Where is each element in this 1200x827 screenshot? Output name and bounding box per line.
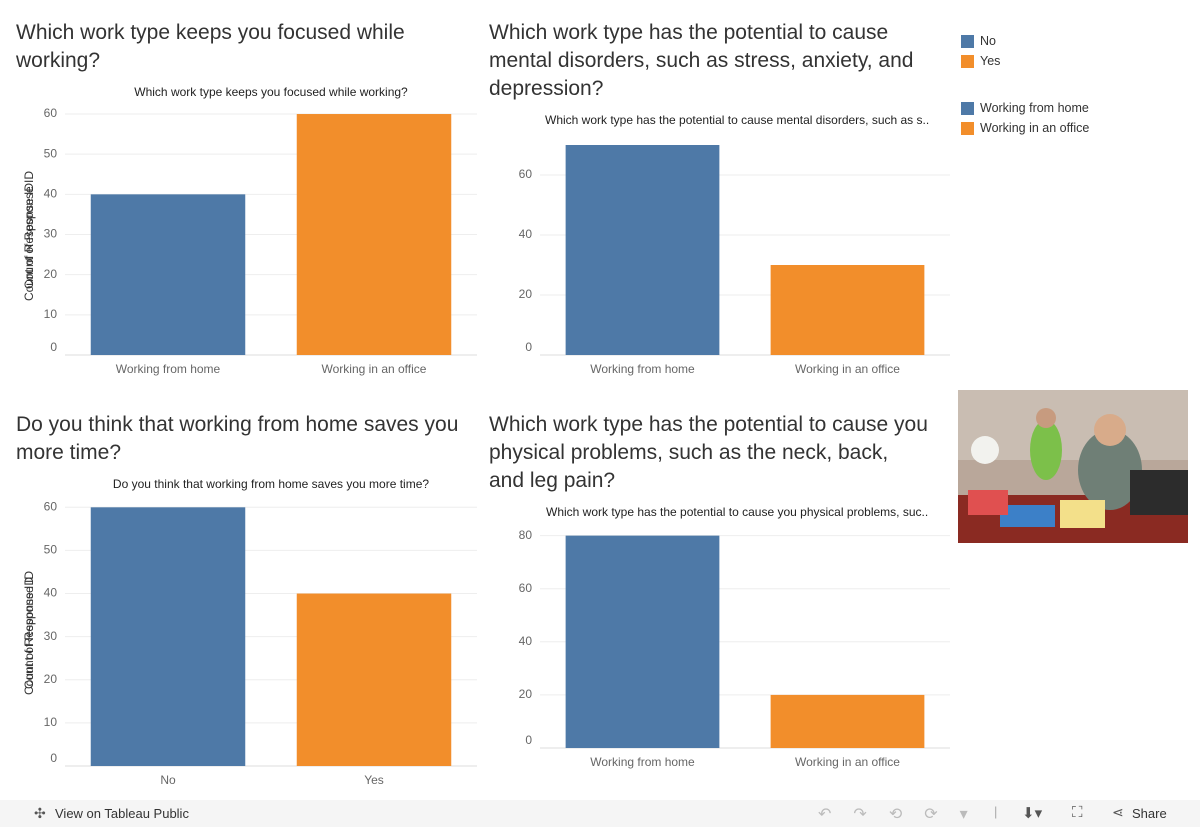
legend-item: Working in an office [961, 118, 1089, 138]
bar [770, 265, 925, 355]
section-heading: Do you think that working from home save… [16, 413, 459, 464]
download-button[interactable]: ⬇▾ [1022, 805, 1043, 822]
y-tick-label: 40 [44, 586, 58, 600]
y-tick-label: 20 [44, 672, 58, 686]
legend-label: No [980, 34, 996, 48]
legend-swatch [961, 121, 974, 135]
legend-item: No [961, 31, 1000, 51]
bar [565, 535, 720, 748]
legend-item: Yes [961, 51, 1000, 71]
y-tick-label: 20 [519, 687, 533, 701]
y-tick-label: 10 [44, 307, 58, 321]
y-tick-label: 30 [44, 629, 58, 643]
legend: No Yes [961, 31, 1000, 71]
charts: Which work type keeps you focused while … [22, 85, 1188, 787]
y-tick-label: 40 [519, 227, 533, 241]
y-axis-label: Count of Response ID [22, 183, 36, 301]
chart: Which work type has the potential to cau… [22, 113, 950, 376]
legend-swatch [961, 101, 974, 115]
y-tick-label: 60 [519, 581, 533, 595]
separator: | [994, 804, 998, 819]
chart: Do you think that working from home save… [22, 477, 477, 787]
bar [296, 114, 452, 356]
share-button[interactable]: Share [1132, 806, 1167, 821]
y-tick-label: 20 [519, 287, 533, 301]
y-axis-label: Count of Response ID [22, 577, 36, 695]
legend-swatch [961, 54, 974, 68]
y-tick-label: 50 [44, 543, 58, 557]
y-tick-label: 50 [44, 146, 58, 160]
legend-item: Working from home [961, 98, 1089, 118]
y-tick-label: 60 [519, 167, 533, 181]
y-tick-label: 60 [44, 499, 58, 513]
x-tick-label: Working from home [590, 755, 695, 769]
fullscreen-button[interactable]: ⛶ [1072, 804, 1083, 821]
y-tick-label: 0 [50, 340, 57, 354]
y-axis-label: Count of Response ID [22, 571, 36, 689]
bar [296, 593, 452, 766]
share-icon[interactable]: ⋖ [1112, 804, 1124, 820]
bar [90, 194, 246, 355]
y-tick-label: 80 [519, 528, 533, 542]
y-tick-label: 60 [44, 106, 58, 120]
section-heading: Which work type keeps you focused while … [16, 21, 405, 72]
x-tick-label: Working in an office [322, 362, 427, 376]
legend-label: Yes [980, 54, 1001, 68]
tableau-icon: ✣ [34, 805, 46, 821]
y-tick-label: 10 [44, 715, 58, 729]
y-tick-label: 0 [525, 733, 532, 747]
y-tick-label: 0 [525, 340, 532, 354]
legend-swatch [961, 34, 974, 48]
chart-title: Which work type has the potential to cau… [546, 505, 928, 519]
section-heading: Which work type has the potential to cau… [489, 413, 928, 492]
bar [770, 694, 925, 748]
chart-title: Do you think that working from home save… [113, 477, 429, 491]
y-tick-label: 0 [50, 751, 57, 765]
x-tick-label: Working from home [590, 362, 695, 376]
legend-label: Working from home [980, 101, 1089, 115]
view-link[interactable]: View on Tableau Public [55, 806, 189, 821]
y-tick-label: 30 [44, 227, 58, 241]
x-tick-label: Working in an office [795, 755, 900, 769]
chart: Which work type has the potential to cau… [22, 505, 950, 769]
y-tick-label: 40 [519, 634, 533, 648]
chart-title: Which work type has the potential to cau… [545, 113, 929, 127]
x-tick-label: No [160, 773, 176, 787]
photo [958, 390, 1188, 543]
chart: Which work type keeps you focused while … [22, 85, 477, 376]
x-tick-label: Working from home [116, 362, 221, 376]
y-tick-label: 40 [44, 187, 58, 201]
bar [90, 507, 246, 766]
toolbar: ✣ View on Tableau Public ↶↷⟲⟳▾ | ⬇▾ ⛶ ⋖ … [0, 800, 1200, 827]
y-tick-label: 20 [44, 267, 58, 281]
legend: Working from home Working in an office [961, 98, 1089, 138]
section-heading: Which work type has the potential to cau… [489, 21, 914, 100]
x-tick-label: Yes [364, 773, 384, 787]
chart-title: Which work type keeps you focused while … [134, 85, 408, 99]
bar [565, 145, 720, 355]
x-tick-label: Working in an office [795, 362, 900, 376]
legend-label: Working in an office [980, 121, 1090, 135]
history-buttons[interactable]: ↶↷⟲⟳▾ [818, 806, 990, 823]
y-axis-label: Count of Response ID [22, 171, 36, 289]
